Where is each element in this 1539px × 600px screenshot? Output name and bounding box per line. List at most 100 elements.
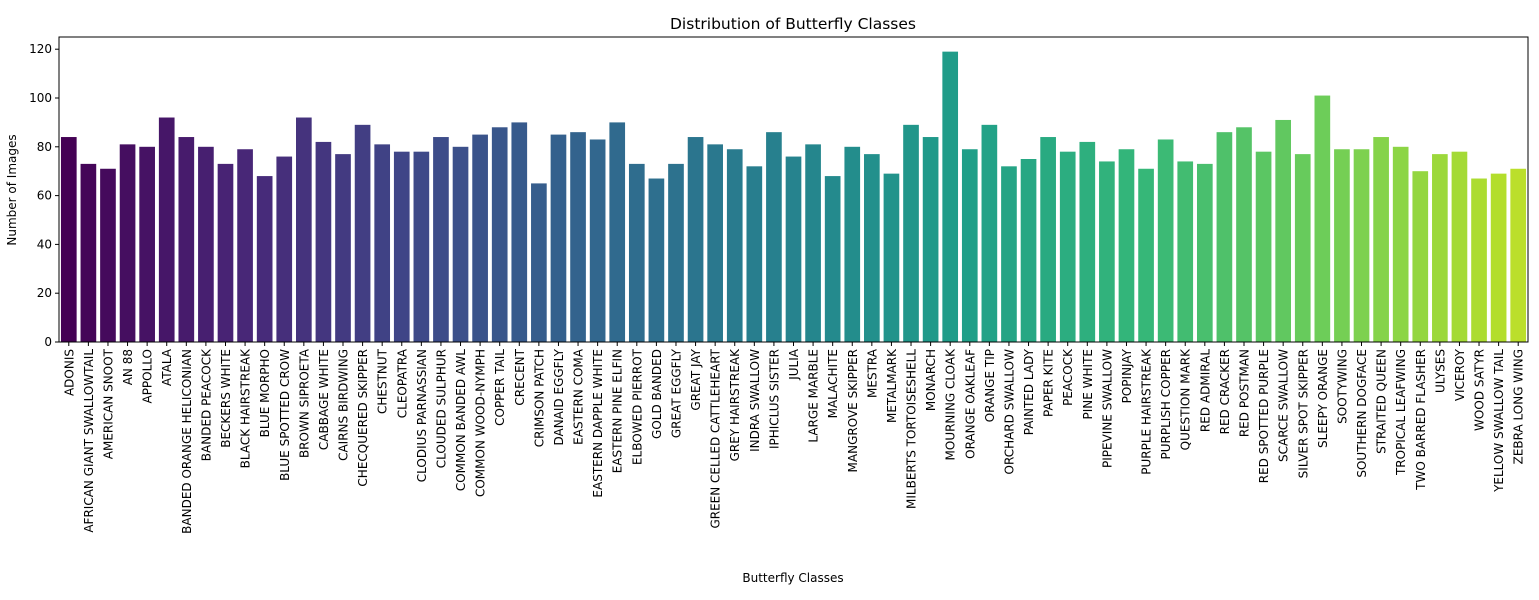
bar-scarce-swallow bbox=[1275, 119, 1291, 343]
x-tick-label: SOOTYWING bbox=[1335, 349, 1349, 424]
bar-pine-white bbox=[1079, 141, 1096, 342]
x-tick-label: STRAITED QUEEN bbox=[1375, 349, 1389, 454]
bar-mestra bbox=[864, 154, 880, 342]
bar-orchard-swallow bbox=[1001, 166, 1017, 342]
bar-eastern-dapple-white bbox=[589, 139, 606, 342]
bar-american-snoot bbox=[100, 168, 116, 342]
x-tick-label: BLUE MORPHO bbox=[258, 349, 272, 437]
x-tick-label: EASTERN DAPPLE WHITE bbox=[591, 349, 605, 498]
y-tick-label: 60 bbox=[37, 189, 52, 203]
bar-common-banded-awl bbox=[452, 146, 469, 342]
x-axis-label: Butterfly Classes bbox=[742, 571, 843, 585]
x-tick-label: AMERICAN SNOOT bbox=[101, 348, 115, 459]
bar-great-eggfly bbox=[668, 163, 684, 342]
x-tick-label: BANDED PEACOCK bbox=[199, 348, 213, 461]
x-tick-label: SLEEPY ORANGE bbox=[1316, 349, 1330, 448]
x-tick-label: WOOD SATYR bbox=[1473, 349, 1487, 431]
bar-blue-morpho bbox=[256, 176, 273, 342]
bar-eastern-pine-elfin bbox=[609, 122, 626, 343]
x-tick-label: BANDED ORANGE HELICONIAN bbox=[180, 349, 194, 534]
x-tick-label: PURPLISH COPPER bbox=[1159, 349, 1173, 460]
bar-clodius-parnassian bbox=[413, 151, 430, 342]
x-tick-label: SCARCE SWALLOW bbox=[1277, 349, 1291, 462]
x-tick-label: PEACOCK bbox=[1061, 348, 1075, 406]
x-tick-label: JULIA bbox=[787, 348, 801, 381]
bar-metalmark bbox=[883, 173, 900, 342]
bar-chestnut bbox=[374, 144, 391, 342]
bar-cleopatra bbox=[393, 151, 410, 342]
y-tick-label: 40 bbox=[37, 237, 52, 251]
x-tick-label: EASTERN COMA bbox=[572, 348, 586, 445]
x-tick-label: GREAT JAY bbox=[689, 348, 703, 410]
bar-banded-peacock bbox=[198, 146, 214, 342]
x-tick-label: RED CRACKER bbox=[1218, 349, 1232, 434]
bar-monarch bbox=[922, 137, 939, 342]
x-tick-label: BLACK HAIRSTREAK bbox=[239, 348, 253, 468]
x-tick-label: BROWN SIPROETA bbox=[297, 348, 311, 458]
bar-red-cracker bbox=[1216, 132, 1233, 342]
x-tick-label: PAPER KITE bbox=[1042, 349, 1056, 417]
x-tick-label: MALACHITE bbox=[826, 349, 840, 418]
x-tick-label: CAIRNS BIRDWING bbox=[337, 349, 351, 461]
bar-southern-dogface bbox=[1353, 149, 1370, 342]
bar-yellow-swallow-tail bbox=[1490, 173, 1507, 342]
x-tick-label: PIPEVINE SWALLOW bbox=[1100, 349, 1114, 468]
bar-common-wood-nymph bbox=[472, 134, 488, 342]
x-tick-label: ORCHARD SWALLOW bbox=[1002, 349, 1016, 475]
bar-crecent bbox=[511, 122, 528, 343]
x-tick-label: ORANGE OAKLEAF bbox=[963, 349, 977, 459]
x-tick-label: PAINTED LADY bbox=[1022, 348, 1036, 435]
bar-an-88 bbox=[119, 144, 136, 342]
bar-green-celled-cattleheart bbox=[707, 144, 723, 342]
y-tick-label: 100 bbox=[29, 91, 52, 105]
bar-adonis bbox=[60, 137, 77, 342]
bar-purple-hairstreak bbox=[1138, 168, 1154, 342]
x-tick-label: RED POSTMAN bbox=[1237, 349, 1251, 437]
x-tick-label: INDRA SWALLOW bbox=[748, 349, 762, 452]
bar-painted-lady bbox=[1020, 159, 1037, 342]
bar-large-marble bbox=[805, 144, 821, 342]
bar-peacock bbox=[1059, 151, 1076, 342]
x-tick-label: RED ADMIRAL bbox=[1198, 349, 1212, 432]
x-tick-label: GREEN CELLED CATTLEHEART bbox=[709, 348, 723, 528]
x-tick-label: CABBAGE WHITE bbox=[317, 349, 331, 450]
x-tick-label: COMMON BANDED AWL bbox=[454, 349, 468, 491]
bar-two-barred-flasher bbox=[1412, 171, 1429, 342]
x-tick-label: CLODIUS PARNASSIAN bbox=[415, 349, 429, 482]
x-tick-label: RED SPOTTED PURPLE bbox=[1257, 349, 1271, 483]
bar-ulyses bbox=[1432, 154, 1448, 342]
x-tick-label: BECKERS WHITE bbox=[219, 349, 233, 448]
bar-orange-tip bbox=[981, 124, 998, 342]
bar-sleepy-orange bbox=[1314, 95, 1331, 342]
bar-red-admiral bbox=[1196, 163, 1213, 342]
bar-wood-satyr bbox=[1471, 178, 1487, 342]
bar-black-hairstreak bbox=[237, 149, 253, 342]
bar-danaid-eggfly bbox=[550, 134, 567, 342]
plot-area: 0 20 40 60 80 100 120 ADONIS AFRICAN GIANT SWALL… bbox=[29, 36, 1529, 534]
x-tick-label: TROPICAL LEAFWING bbox=[1394, 349, 1408, 476]
x-tick-label: SILVER SPOT SKIPPER bbox=[1296, 349, 1310, 478]
x-tick-label: METALMARK bbox=[885, 348, 899, 423]
x-tick-label: AFRICAN GIANT SWALLOWTAIL bbox=[82, 349, 96, 533]
x-tick-label: DANAID EGGFLY bbox=[552, 348, 566, 445]
x-tick-label: EASTERN PINE ELFIN bbox=[611, 349, 625, 473]
x-tick-label: SOUTHERN DOGFACE bbox=[1355, 349, 1369, 478]
bar-red-postman bbox=[1236, 127, 1252, 342]
bar-cabbage-white bbox=[315, 141, 332, 342]
x-tick-label: CRECENT bbox=[513, 348, 527, 405]
bar-great-jay bbox=[687, 137, 704, 342]
bar-silver-spot-skipper bbox=[1294, 154, 1311, 342]
x-tick-label: MILBERTS TORTOISESHELL bbox=[905, 349, 919, 509]
bar-iphiclus-sister bbox=[766, 132, 782, 342]
x-tick-label: ULYSES bbox=[1433, 349, 1447, 393]
bar-copper-tail bbox=[491, 127, 508, 342]
x-tick-label: BLUE SPOTTED CROW bbox=[278, 349, 292, 481]
bar-pipevine-swallow bbox=[1099, 161, 1115, 342]
bar-orange-oakleaf bbox=[961, 149, 978, 342]
bar-popinjay bbox=[1118, 149, 1135, 342]
x-tick-label: GREAT EGGFLY bbox=[669, 348, 683, 438]
x-tick-label: GOLD BANDED bbox=[650, 349, 664, 439]
x-tick-label: APPOLLO bbox=[141, 349, 155, 404]
bar-blue-spotted-crow bbox=[276, 156, 293, 342]
x-tick-label: PURPLE HAIRSTREAK bbox=[1140, 348, 1154, 475]
